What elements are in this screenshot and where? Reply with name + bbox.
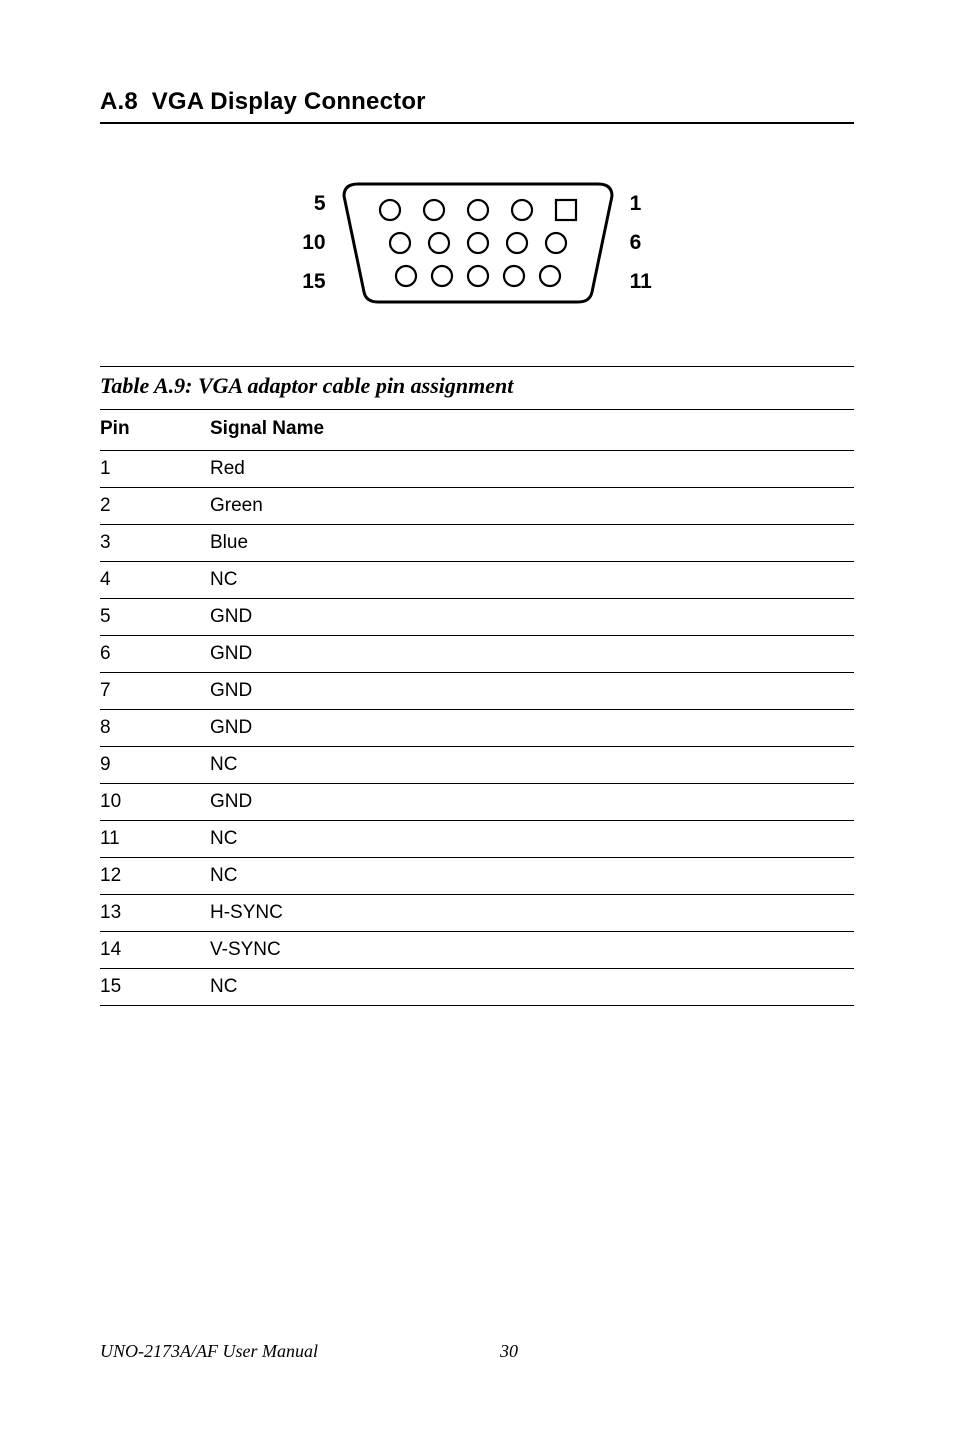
- cell-pin: 11: [100, 821, 210, 858]
- cell-pin: 15: [100, 969, 210, 1006]
- table-body: 1Red 2Green 3Blue 4NC 5GND 6GND 7GND 8GN…: [100, 451, 854, 1006]
- table-row: 3Blue: [100, 525, 854, 562]
- heading-rule: [100, 122, 854, 124]
- pin-label: 10: [302, 231, 325, 255]
- cell-signal: Blue: [210, 525, 854, 562]
- cell-pin: 13: [100, 895, 210, 932]
- cell-signal: GND: [210, 599, 854, 636]
- table-header-row: Pin Signal Name: [100, 410, 854, 451]
- connector-diagram: 5 10 15: [100, 178, 854, 308]
- table-row: 6GND: [100, 636, 854, 673]
- heading-title: VGA Display Connector: [152, 88, 426, 115]
- page-footer: UNO-2173A/AF User Manual 30: [100, 1341, 854, 1362]
- pin-label: 5: [302, 192, 325, 216]
- table-row: 14V-SYNC: [100, 932, 854, 969]
- cell-pin: 8: [100, 710, 210, 747]
- cell-signal: NC: [210, 747, 854, 784]
- cell-signal: Red: [210, 451, 854, 488]
- pin-label: 15: [302, 270, 325, 294]
- pin-label: 1: [630, 192, 652, 216]
- cell-signal: GND: [210, 673, 854, 710]
- col-header-signal: Signal Name: [210, 410, 854, 451]
- section-heading: A.8 VGA Display Connector: [100, 88, 854, 116]
- table-row: 9NC: [100, 747, 854, 784]
- table-row: 8GND: [100, 710, 854, 747]
- pin-label: 11: [630, 270, 652, 294]
- cell-signal: V-SYNC: [210, 932, 854, 969]
- table-row: 1Red: [100, 451, 854, 488]
- cell-signal: NC: [210, 858, 854, 895]
- cell-signal: H-SYNC: [210, 895, 854, 932]
- table-caption: Table A.9: VGA adaptor cable pin assignm…: [100, 366, 854, 410]
- cell-signal: NC: [210, 562, 854, 599]
- cell-pin: 1: [100, 451, 210, 488]
- connector: 5 10 15: [302, 178, 652, 308]
- cell-signal: GND: [210, 710, 854, 747]
- heading-number: A.8: [100, 88, 138, 115]
- table-row: 15NC: [100, 969, 854, 1006]
- table-row: 10GND: [100, 784, 854, 821]
- cell-signal: GND: [210, 784, 854, 821]
- cell-pin: 14: [100, 932, 210, 969]
- connector-shell: [338, 178, 618, 308]
- col-header-pin: Pin: [100, 410, 210, 451]
- table-row: 5GND: [100, 599, 854, 636]
- cell-pin: 7: [100, 673, 210, 710]
- footer-page: 30: [500, 1341, 518, 1362]
- footer-title: UNO-2173A/AF User Manual: [100, 1341, 318, 1362]
- table-row: 11NC: [100, 821, 854, 858]
- table-row: 12NC: [100, 858, 854, 895]
- pin-assignment-table: Pin Signal Name 1Red 2Green 3Blue 4NC 5G…: [100, 410, 854, 1006]
- table-row: 7GND: [100, 673, 854, 710]
- cell-pin: 2: [100, 488, 210, 525]
- cell-signal: NC: [210, 821, 854, 858]
- pin-labels-left: 5 10 15: [302, 184, 325, 302]
- table-row: 4NC: [100, 562, 854, 599]
- cell-signal: Green: [210, 488, 854, 525]
- table-row: 13H-SYNC: [100, 895, 854, 932]
- cell-pin: 3: [100, 525, 210, 562]
- cell-pin: 9: [100, 747, 210, 784]
- cell-signal: NC: [210, 969, 854, 1006]
- table-row: 2Green: [100, 488, 854, 525]
- pin-labels-right: 1 6 11: [630, 184, 652, 302]
- cell-pin: 10: [100, 784, 210, 821]
- cell-pin: 5: [100, 599, 210, 636]
- cell-pin: 6: [100, 636, 210, 673]
- cell-pin: 12: [100, 858, 210, 895]
- cell-pin: 4: [100, 562, 210, 599]
- cell-signal: GND: [210, 636, 854, 673]
- pin-label: 6: [630, 231, 652, 255]
